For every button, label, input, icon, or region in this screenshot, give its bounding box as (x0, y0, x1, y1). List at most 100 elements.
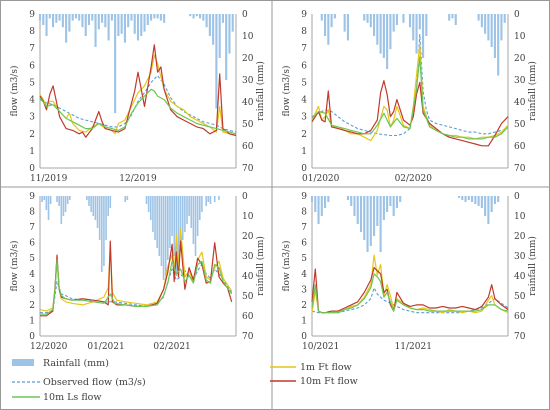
rainfall-bar (327, 196, 330, 202)
left-tick-label: 8 (301, 27, 307, 37)
left-tick-label: 4 (301, 96, 307, 106)
left-tick-label: 1 (29, 147, 35, 157)
rainfall-bar (97, 14, 100, 30)
rainfall-bar (86, 196, 88, 200)
right-tick-label: 70 (514, 332, 526, 342)
series-line-10m-ft-flow (311, 267, 509, 314)
rainfall-bar (457, 196, 461, 198)
left-tick-label: 9 (29, 192, 35, 202)
rainfall-bar (96, 196, 99, 228)
right-axis-title: rainfall (mm) (527, 61, 538, 121)
rainfall-bar (379, 196, 382, 252)
rainfall-bar (179, 196, 182, 252)
rainfall-bar (43, 196, 46, 200)
left-tick-label: 6 (29, 61, 35, 71)
date-tick-label: 01/2021 (87, 342, 124, 352)
rainfall-bar (418, 14, 421, 30)
rainfall-bar (56, 196, 58, 202)
rainfall-bar (66, 196, 69, 204)
rainfall-bar (154, 196, 156, 240)
rainfall-bar (184, 196, 186, 232)
left-tick-label: 3 (29, 285, 35, 295)
right-tick-label: 10 (242, 32, 254, 42)
rainfall-bar (392, 14, 395, 32)
series-line-1m-ft-flow (39, 228, 233, 312)
rainfall-bar (164, 196, 167, 276)
rainfall-bar (402, 14, 405, 23)
left-tick-label: 1 (301, 316, 307, 326)
rainfall-bar (110, 14, 113, 21)
rainfall-bar (363, 196, 366, 240)
left-tick-label: 2 (29, 130, 35, 140)
rainfall-bar (228, 14, 231, 54)
left-tick-label: 2 (301, 130, 307, 140)
rainfall-bar (181, 196, 184, 240)
rainfall-bar (146, 14, 149, 25)
left-tick-label: 8 (29, 208, 35, 218)
right-tick-label: 0 (242, 192, 248, 202)
legend: Rainfall (mm) Observed flow (m3/s) 10m L… (12, 358, 358, 403)
right-tick-label: 0 (514, 192, 520, 202)
rainfall-bar (103, 196, 105, 266)
rainfall-bar (212, 14, 215, 45)
rainfall-bar (353, 196, 356, 216)
rainfall-bar (68, 14, 71, 32)
left-tick-label: 9 (29, 10, 35, 20)
rainfall-bar (163, 14, 166, 23)
rainfall-bar (105, 196, 107, 240)
rainfall-bar (196, 196, 199, 236)
rainfall-bar (81, 14, 84, 28)
left-tick-label: 7 (301, 223, 307, 233)
left-tick-label: 4 (29, 96, 35, 106)
rainfall-bar (65, 14, 68, 43)
rainfall-bar (333, 14, 336, 19)
series-line-observed-flow-m3-s (39, 75, 237, 133)
chart-panel-nov-2019: 0 1 2 3 4 5 6 7 8 9 0 10 20 30 40 50 60 70 flow (m3/s) rain… (9, 10, 266, 184)
rainfall-bar (484, 196, 487, 216)
series-line-observed-flow-m3-s (40, 263, 233, 314)
rainfall-bar (74, 14, 77, 19)
rainfall-bar (169, 196, 171, 248)
rainfall-bar (71, 14, 74, 21)
left-tick-label: 7 (29, 44, 35, 54)
rainfall-bar (143, 14, 146, 32)
rainfall-bar (167, 196, 169, 260)
rainfall-bar (123, 14, 126, 43)
rainfall-bar (120, 14, 123, 34)
series-line-10m-ls-flow (40, 259, 233, 315)
rainfall-bar (493, 196, 496, 204)
rainfall-bar (153, 14, 156, 19)
rainfall-bar (158, 196, 161, 256)
left-tick-label: 5 (301, 254, 307, 264)
right-tick-label: 70 (242, 164, 254, 174)
left-tick-label: 6 (29, 239, 35, 249)
right-axis-title: rainfall (mm) (255, 236, 266, 296)
rainfall-bar (221, 14, 224, 23)
right-tick-label: 60 (514, 142, 526, 152)
rainfall-bar (382, 14, 385, 58)
rainfall-bar (98, 196, 101, 240)
rainfall-bar (500, 14, 503, 41)
rainfall-bar (503, 14, 506, 23)
right-tick-label: 60 (242, 312, 254, 322)
rainfall-bar (320, 14, 323, 21)
left-tick-label: 6 (301, 239, 307, 249)
rainfall-bar (38, 14, 42, 21)
rainfall-bar (425, 14, 428, 36)
right-axis-title: rainfall (mm) (527, 236, 538, 296)
left-tick-label: 8 (301, 208, 307, 218)
rainfall-bar (408, 14, 412, 28)
right-axis-title: rainfall (mm) (255, 61, 266, 121)
rainfall-bar (145, 196, 148, 204)
rainfall-bar (395, 196, 398, 208)
series-line-10m-ft-flow (39, 44, 237, 138)
rainfall-bar (140, 14, 143, 36)
left-tick-label: 3 (301, 285, 307, 295)
rainfall-bar (346, 14, 349, 41)
series-line-10m-ft-flow (311, 80, 509, 147)
rainfall-bar (42, 14, 45, 25)
right-tick-label: 10 (242, 212, 254, 222)
right-tick-label: 20 (514, 232, 526, 242)
rainfall-bar (356, 196, 359, 224)
